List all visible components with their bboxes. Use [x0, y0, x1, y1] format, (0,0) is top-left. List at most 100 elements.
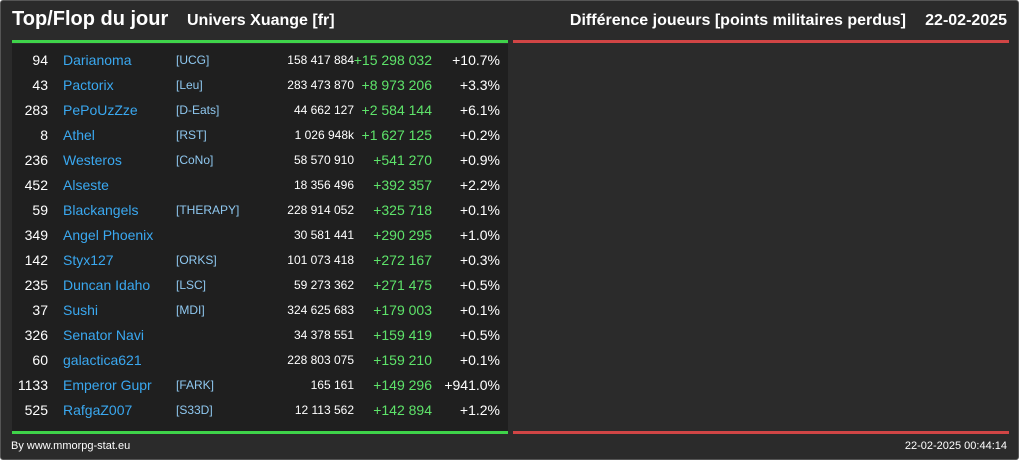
- percent-change: +0.2%: [459, 127, 500, 143]
- table-row: 349 Angel Phoenix 30 581 441 +290 295 +1.0%: [12, 223, 508, 248]
- stat-subtitle: Différence joueurs [points militaires pe…: [569, 12, 906, 29]
- table-row: 142 Styx127 [ORKS] 101 073 418 +272 167 +0.3%: [12, 248, 508, 273]
- percent-change: +3.3%: [459, 77, 500, 93]
- alliance-tag: [Leu]: [176, 78, 203, 92]
- points-difference: +159 419: [373, 327, 432, 343]
- player-name-link[interactable]: galactica621: [63, 352, 142, 368]
- percent-change: +2.2%: [459, 177, 500, 193]
- player-points: 228 914 052: [287, 203, 354, 217]
- percent-change: +1.2%: [459, 402, 500, 418]
- points-difference: +392 357: [373, 177, 432, 193]
- table-row: 235 Duncan Idaho [LSC] 59 273 362 +271 475 +0…: [12, 273, 508, 298]
- player-points: 44 662 127: [293, 103, 354, 117]
- points-difference: +149 296: [373, 377, 432, 393]
- player-points: 283 473 870: [287, 78, 354, 92]
- alliance-tag: [UCG]: [176, 53, 210, 67]
- alliance-tag: [FARK]: [176, 378, 215, 392]
- player-points: 1 026 948k: [294, 128, 354, 142]
- alliance-tag: [LSC]: [176, 278, 207, 292]
- player-name-link[interactable]: Pactorix: [63, 77, 114, 93]
- player-rank: 452: [24, 177, 48, 193]
- player-name-link[interactable]: Alseste: [63, 177, 109, 193]
- player-points: 12 113 562: [294, 403, 354, 417]
- alliance-tag: [THERAPY]: [176, 203, 240, 217]
- table-row: 1133 Emperor Gupr [FARK] 165 161 +149 296 +94…: [12, 373, 508, 398]
- alliance-tag: [CoNo]: [176, 153, 214, 167]
- player-name-link[interactable]: Emperor Gupr: [63, 377, 152, 393]
- player-name-link[interactable]: Duncan Idaho: [63, 277, 151, 293]
- player-name-link[interactable]: Athel: [63, 127, 95, 143]
- player-rank: 37: [32, 302, 48, 318]
- percent-change: +1.0%: [459, 227, 500, 243]
- table-row: 525 RafgaZ007 [S33D] 12 113 562 +142 894 +1.2…: [12, 398, 508, 423]
- player-rank: 142: [24, 252, 48, 268]
- top-bar-lower: [12, 431, 508, 434]
- player-name-link[interactable]: Blackangels: [63, 202, 139, 218]
- player-points: 18 356 496: [293, 178, 354, 192]
- table-row: 326 Senator Navi 34 378 551 +159 419 +0.5%: [12, 323, 508, 348]
- percent-change: +0.5%: [459, 277, 500, 293]
- table-row: 60 galactica621 228 803 075 +159 210 +0.1%: [12, 348, 508, 373]
- generated-timestamp: 22-02-2025 00:44:14: [904, 440, 1007, 452]
- points-difference: +142 894: [373, 402, 432, 418]
- header-date: 22-02-2025: [925, 12, 1007, 29]
- points-difference: +271 475: [373, 277, 432, 293]
- flop-players-table: [513, 44, 1009, 431]
- player-points: 324 625 683: [287, 303, 354, 317]
- points-difference: +8 973 206: [361, 77, 432, 93]
- player-rank: 43: [32, 77, 48, 93]
- percent-change: +0.1%: [459, 202, 500, 218]
- player-name-link[interactable]: Sushi: [63, 302, 99, 318]
- player-rank: 235: [24, 277, 48, 293]
- points-difference: +272 167: [373, 252, 432, 268]
- points-difference: +541 270: [373, 152, 432, 168]
- player-rank: 1133: [17, 377, 48, 393]
- page-title: Top/Flop du jour: [12, 8, 169, 30]
- player-name-link[interactable]: Senator Navi: [63, 327, 144, 343]
- alliance-tag: [D-Eats]: [176, 103, 220, 117]
- player-rank: 8: [40, 127, 48, 143]
- percent-change: +941.0%: [444, 377, 500, 393]
- player-rank: 326: [24, 327, 48, 343]
- points-difference: +1 627 125: [361, 127, 432, 143]
- table-row: 236 Westeros [CoNo] 58 570 910 +541 270 +0.9%: [12, 148, 508, 173]
- player-points: 34 378 551: [293, 328, 354, 342]
- player-points: 101 073 418: [287, 253, 354, 267]
- percent-change: +6.1%: [459, 102, 500, 118]
- alliance-tag: [MDI]: [176, 303, 205, 317]
- player-points: 228 803 075: [287, 353, 354, 367]
- percent-change: +0.3%: [459, 252, 500, 268]
- points-difference: +179 003: [373, 302, 432, 318]
- top-players-table: 94 Darianoma [UCG] 158 417 884 +15 298 032 +1…: [12, 44, 508, 431]
- player-points: 165 161: [310, 378, 354, 392]
- table-row: 59 Blackangels [THERAPY] 228 914 052 +325 71…: [12, 198, 508, 223]
- player-name-link[interactable]: Styx127: [63, 252, 114, 268]
- player-rank: 94: [32, 52, 48, 68]
- table-row: 37 Sushi [MDI] 324 625 683 +179 003 +0.1%: [12, 298, 508, 323]
- player-points: 30 581 441: [293, 228, 354, 242]
- percent-change: +0.1%: [459, 352, 500, 368]
- percent-change: +0.9%: [459, 152, 500, 168]
- site-credit: By www.mmorpg-stat.eu: [11, 440, 131, 452]
- player-rank: 525: [24, 402, 48, 418]
- flop-bar-lower: [513, 431, 1009, 434]
- player-name-link[interactable]: Angel Phoenix: [63, 227, 154, 243]
- table-row: 43 Pactorix [Leu] 283 473 870 +8 973 206 +3.3…: [12, 73, 508, 98]
- player-points: 58 570 910: [293, 153, 354, 167]
- player-name-link[interactable]: RafgaZ007: [63, 402, 133, 418]
- player-rank: 349: [24, 227, 48, 243]
- points-difference: +159 210: [373, 352, 432, 368]
- top-bar-upper: [12, 40, 508, 43]
- table-row: 452 Alseste 18 356 496 +392 357 +2.2%: [12, 173, 508, 198]
- universe-label: Univers Xuange [fr]: [187, 12, 335, 29]
- player-rank: 283: [24, 102, 48, 118]
- player-name-link[interactable]: Westeros: [63, 152, 122, 168]
- player-name-link[interactable]: Darianoma: [63, 52, 132, 68]
- points-difference: +290 295: [373, 227, 432, 243]
- player-points: 59 273 362: [293, 278, 354, 292]
- player-rank: 59: [32, 202, 48, 218]
- points-difference: +2 584 144: [361, 102, 432, 118]
- points-difference: +15 298 032: [353, 52, 432, 68]
- player-name-link[interactable]: PePoUzZze: [63, 102, 138, 118]
